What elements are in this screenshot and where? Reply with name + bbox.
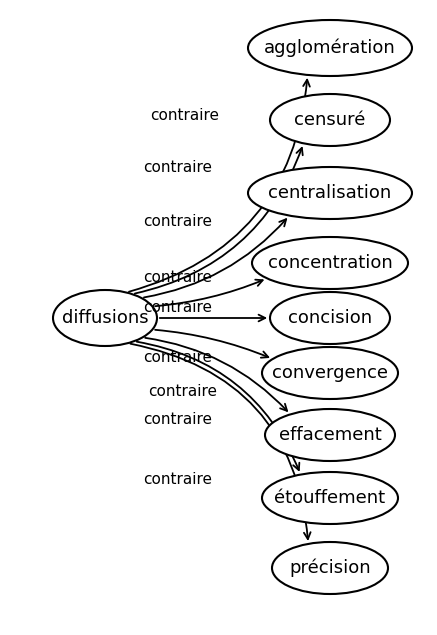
Text: centralisation: centralisation <box>268 184 392 202</box>
Ellipse shape <box>272 542 388 594</box>
FancyArrowPatch shape <box>137 342 299 470</box>
Text: étouffement: étouffement <box>274 489 385 507</box>
Text: agglomération: agglomération <box>264 39 396 57</box>
Text: contraire: contraire <box>143 161 212 175</box>
FancyArrowPatch shape <box>135 148 303 293</box>
Text: contraire: contraire <box>143 215 212 229</box>
Ellipse shape <box>265 409 395 461</box>
FancyArrowPatch shape <box>129 80 310 291</box>
Ellipse shape <box>262 472 398 524</box>
Text: effacement: effacement <box>279 426 382 444</box>
Text: contraire: contraire <box>143 351 212 366</box>
Text: contraire: contraire <box>143 472 212 488</box>
Text: censuré: censuré <box>294 111 366 129</box>
FancyArrowPatch shape <box>130 344 311 539</box>
Ellipse shape <box>252 237 408 289</box>
Text: diffusions: diffusions <box>62 309 148 327</box>
Text: contraire: contraire <box>143 300 212 314</box>
Ellipse shape <box>270 94 390 146</box>
Ellipse shape <box>262 347 398 399</box>
Text: contraire: contraire <box>150 107 219 123</box>
Text: concentration: concentration <box>267 254 392 272</box>
FancyArrowPatch shape <box>155 330 268 358</box>
Ellipse shape <box>248 20 412 76</box>
Text: contraire: contraire <box>148 384 217 399</box>
Text: contraire: contraire <box>143 413 212 427</box>
Ellipse shape <box>53 290 157 346</box>
Ellipse shape <box>270 292 390 344</box>
Text: précision: précision <box>289 559 371 577</box>
FancyArrowPatch shape <box>144 219 286 297</box>
Ellipse shape <box>248 167 412 219</box>
FancyArrowPatch shape <box>145 338 287 411</box>
Text: contraire: contraire <box>143 271 212 286</box>
Text: concision: concision <box>288 309 372 327</box>
FancyArrowPatch shape <box>155 279 263 306</box>
FancyArrowPatch shape <box>160 315 265 321</box>
Text: convergence: convergence <box>272 364 388 382</box>
